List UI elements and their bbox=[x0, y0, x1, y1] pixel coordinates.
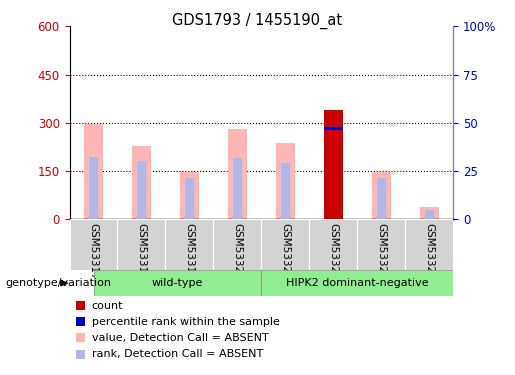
Text: GSM53322: GSM53322 bbox=[328, 224, 338, 280]
Bar bbox=[84, 124, 103, 219]
Bar bbox=[324, 110, 343, 219]
Bar bbox=[132, 146, 151, 219]
Bar bbox=[261, 270, 453, 296]
Bar bbox=[310, 219, 357, 270]
Text: GSM53318: GSM53318 bbox=[136, 224, 146, 280]
Bar bbox=[324, 127, 343, 130]
Text: value, Detection Call = ABSENT: value, Detection Call = ABSENT bbox=[92, 333, 268, 343]
Text: wild-type: wild-type bbox=[152, 278, 203, 288]
Bar bbox=[228, 129, 247, 219]
Bar bbox=[372, 172, 391, 219]
Text: GSM53321: GSM53321 bbox=[280, 224, 290, 280]
Bar bbox=[137, 161, 146, 219]
Bar bbox=[377, 178, 386, 219]
Text: percentile rank within the sample: percentile rank within the sample bbox=[92, 317, 280, 327]
Bar bbox=[165, 219, 213, 270]
Bar bbox=[420, 207, 439, 219]
Bar bbox=[70, 219, 117, 270]
Bar bbox=[213, 219, 261, 270]
Bar bbox=[94, 270, 261, 296]
Text: GSM53324: GSM53324 bbox=[424, 224, 434, 280]
Text: GSM53320: GSM53320 bbox=[232, 224, 243, 280]
Text: GSM53323: GSM53323 bbox=[376, 224, 386, 280]
Text: count: count bbox=[92, 301, 123, 310]
Bar bbox=[180, 172, 199, 219]
Polygon shape bbox=[61, 280, 67, 286]
Text: HIPK2 dominant-negative: HIPK2 dominant-negative bbox=[286, 278, 428, 288]
Bar bbox=[405, 219, 453, 270]
Bar bbox=[185, 178, 194, 219]
Text: GDS1793 / 1455190_at: GDS1793 / 1455190_at bbox=[173, 13, 342, 29]
Bar bbox=[357, 219, 405, 270]
Bar bbox=[117, 219, 165, 270]
Bar bbox=[425, 210, 434, 219]
Bar bbox=[89, 157, 98, 219]
Text: GSM53319: GSM53319 bbox=[184, 224, 195, 280]
Bar bbox=[233, 158, 242, 219]
Bar bbox=[276, 143, 295, 219]
Text: genotype/variation: genotype/variation bbox=[5, 278, 111, 288]
Bar bbox=[281, 163, 289, 219]
Bar bbox=[261, 219, 310, 270]
Text: rank, Detection Call = ABSENT: rank, Detection Call = ABSENT bbox=[92, 349, 263, 359]
Text: GSM53317: GSM53317 bbox=[89, 224, 98, 280]
